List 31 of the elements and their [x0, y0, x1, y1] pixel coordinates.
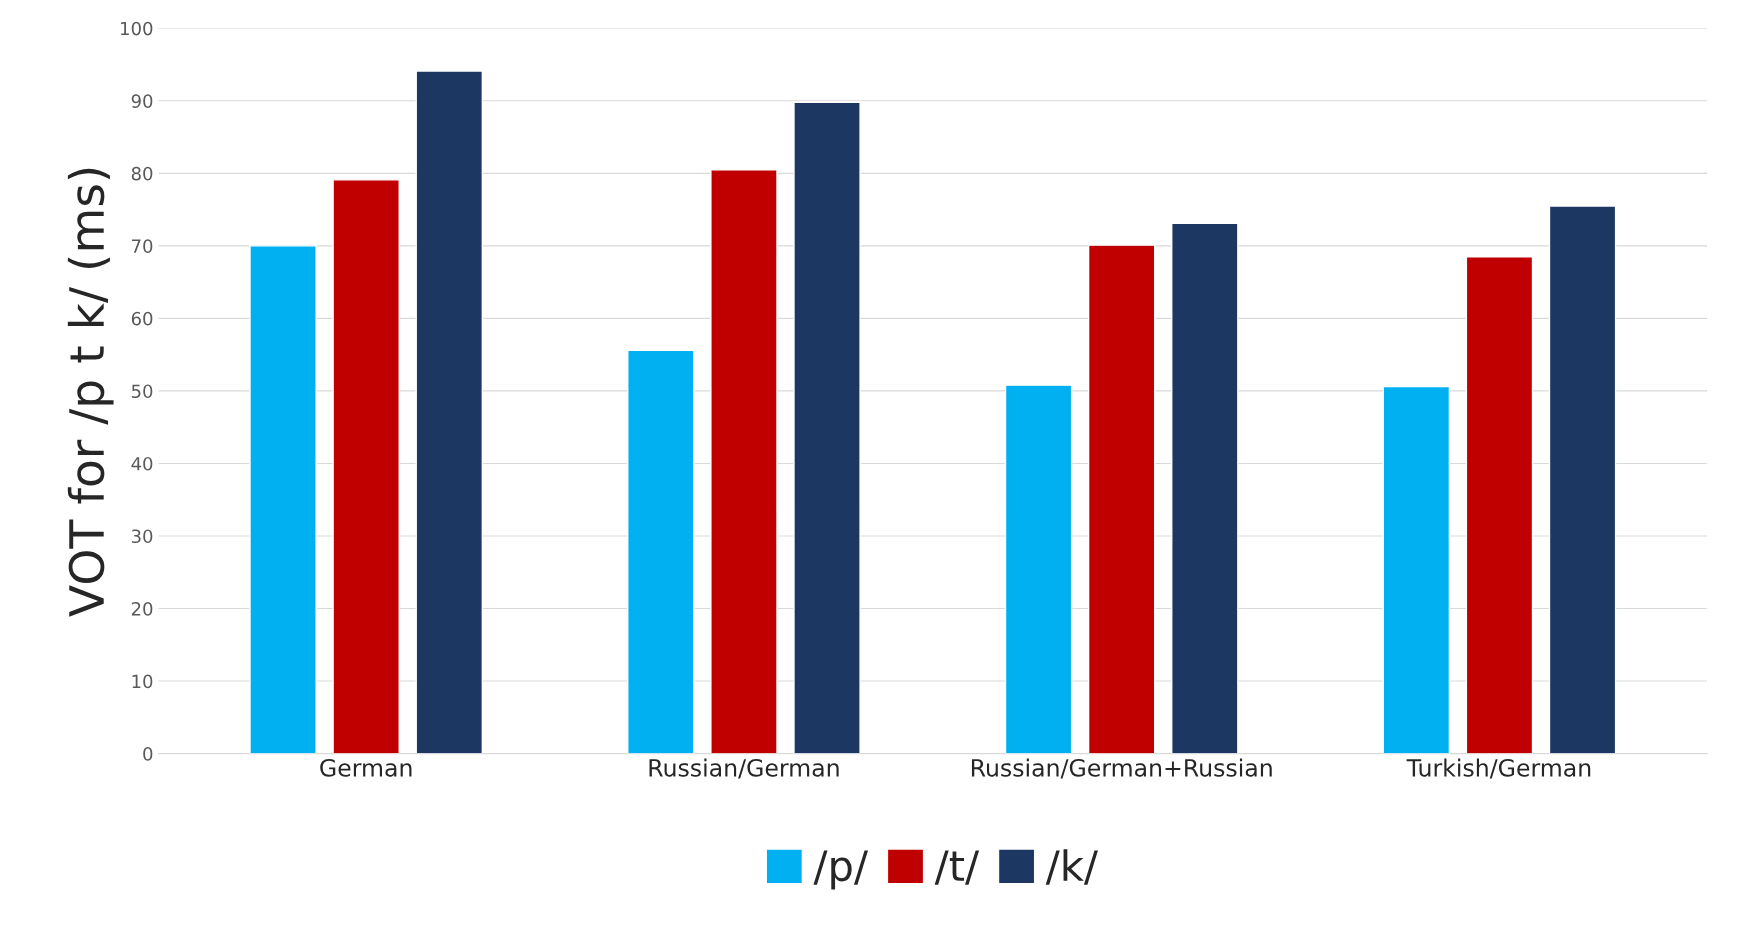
legend-label: /k/ [1045, 849, 1098, 885]
y-tick-label: 40 [131, 456, 153, 471]
bar [332, 179, 400, 754]
legend-label: /t/ [934, 850, 980, 885]
bar [1087, 244, 1156, 754]
bar [1171, 222, 1239, 754]
bar [415, 70, 484, 754]
y-tick-label: 60 [131, 311, 153, 326]
y-tick-label: 90 [131, 94, 153, 108]
bar [1004, 384, 1073, 754]
y-axis-title: VOT for /p t k/ (ms) [67, 168, 114, 617]
x-tick-label: Russian/German [649, 758, 839, 779]
y-tick-label: 100 [121, 21, 153, 36]
bar [1382, 385, 1451, 754]
y-tick-label: 80 [131, 166, 153, 181]
bar [627, 349, 695, 754]
x-tick-label: Turkish/German [1406, 758, 1591, 779]
y-tick-label: 20 [131, 601, 153, 616]
x-tick-label: German [320, 758, 412, 777]
legend-label: /p/ [813, 850, 869, 890]
bar [793, 101, 861, 754]
bar [1465, 256, 1534, 754]
y-tick-label: 0 [143, 747, 153, 761]
y-tick-label: 70 [132, 239, 153, 253]
y-tick-label: 30 [131, 529, 153, 544]
x-tick-label: Russian/German+Russian [971, 758, 1272, 779]
y-tick-label: 50 [131, 384, 153, 399]
bar [249, 245, 317, 754]
y-tick-label: 10 [132, 674, 153, 689]
bar [1548, 205, 1617, 754]
bar [710, 169, 778, 754]
